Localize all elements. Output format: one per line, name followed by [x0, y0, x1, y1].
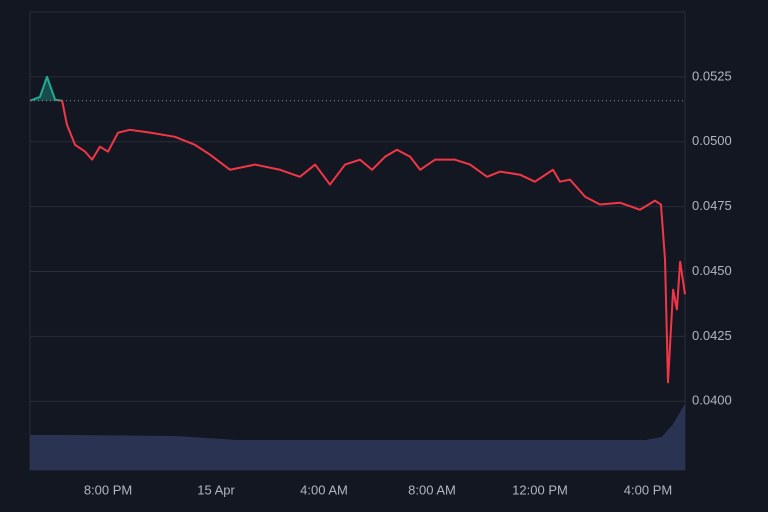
x-tick-label: 4:00 PM	[624, 482, 672, 497]
x-tick-label: 15 Apr	[197, 482, 235, 497]
y-tick-label: 0.0475	[692, 198, 732, 213]
volume-area	[30, 404, 685, 470]
price-line	[29, 75, 686, 384]
y-tick-label: 0.0425	[692, 328, 732, 343]
y-tick-label: 0.0500	[692, 133, 732, 148]
x-tick-label: 12:00 PM	[512, 482, 568, 497]
y-tick-label: 0.0450	[692, 263, 732, 278]
y-tick-label: 0.0400	[692, 393, 732, 408]
x-tick-label: 4:00 AM	[300, 482, 348, 497]
x-tick-label: 8:00 PM	[84, 482, 132, 497]
x-tick-label: 8:00 AM	[408, 482, 456, 497]
y-tick-label: 0.0525	[692, 68, 732, 83]
